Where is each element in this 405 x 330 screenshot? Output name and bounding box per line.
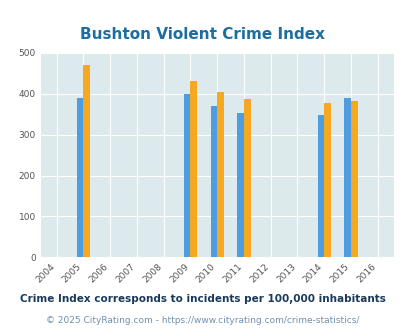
Bar	[350, 101, 357, 257]
Bar	[217, 92, 223, 257]
Bar	[83, 65, 90, 257]
Bar	[243, 99, 250, 257]
Text: © 2025 CityRating.com - https://www.cityrating.com/crime-statistics/: © 2025 CityRating.com - https://www.city…	[46, 315, 359, 325]
Bar	[190, 81, 197, 257]
Bar	[237, 114, 243, 257]
Bar	[324, 103, 330, 257]
Text: Bushton Violent Crime Index: Bushton Violent Crime Index	[80, 27, 325, 42]
Bar	[210, 106, 217, 257]
Bar	[343, 98, 350, 257]
Text: Crime Index corresponds to incidents per 100,000 inhabitants: Crime Index corresponds to incidents per…	[20, 294, 385, 304]
Bar	[317, 115, 324, 257]
Bar	[183, 94, 190, 257]
Bar	[77, 98, 83, 257]
